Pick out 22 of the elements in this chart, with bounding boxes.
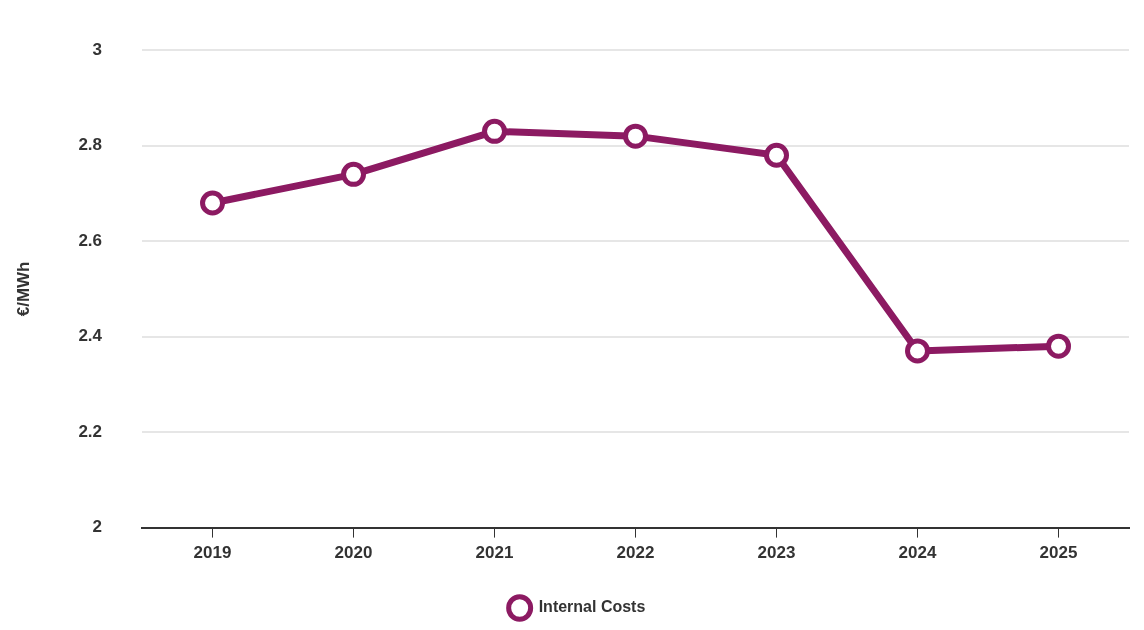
x-tick-label: 2020	[334, 543, 373, 563]
y-tick-label: 2.2	[78, 421, 103, 441]
x-tick-label: 2022	[616, 543, 655, 563]
x-tick-label: 2024	[898, 543, 937, 563]
point	[1046, 333, 1071, 359]
point	[623, 123, 649, 149]
point	[905, 338, 931, 364]
point	[764, 142, 790, 168]
x-tick-label: 2021	[475, 543, 514, 563]
x-tick-label: 2023	[757, 543, 796, 563]
y-axis-title: €/MWh	[13, 261, 33, 317]
x-tick-label: 2025	[1039, 543, 1078, 563]
y-tick-label: 3	[92, 39, 103, 59]
point	[341, 161, 367, 187]
legend-label: Internal Costs	[538, 598, 646, 616]
y-tick-label: 2.8	[78, 135, 103, 155]
point	[482, 118, 508, 144]
x-tick-label: 2019	[193, 543, 232, 563]
point	[200, 190, 226, 216]
y-tick-label: 2.6	[78, 230, 103, 250]
y-tick-label: 2.4	[78, 326, 103, 346]
y-tick-label: 2	[92, 517, 103, 537]
